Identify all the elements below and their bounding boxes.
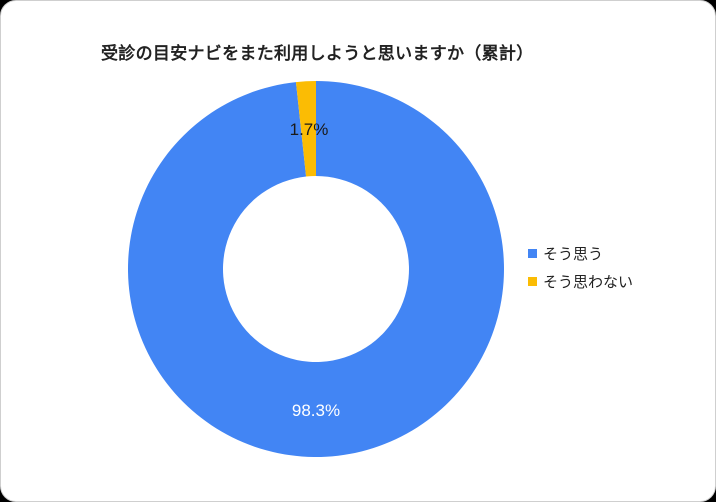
data-label-disagree: 1.7% xyxy=(289,120,329,139)
data-label-agree: 98.3% xyxy=(291,401,341,420)
legend-swatch-blue-icon xyxy=(528,248,537,258)
legend-item-agree: そう思う xyxy=(528,239,633,267)
legend-item-disagree: そう思わない xyxy=(528,267,633,295)
legend-label: そう思わない xyxy=(543,272,634,291)
donut-slice-agree xyxy=(127,81,505,458)
donut-slice-disagree xyxy=(295,81,316,177)
legend-label: そう思う xyxy=(543,244,604,263)
legend-swatch-yellow-icon xyxy=(528,276,537,286)
chart-title: 受診の目安ナビをまた利用しようと思いますか（累計） xyxy=(101,44,534,64)
chart-legend: そう思う そう思わない xyxy=(528,239,633,295)
